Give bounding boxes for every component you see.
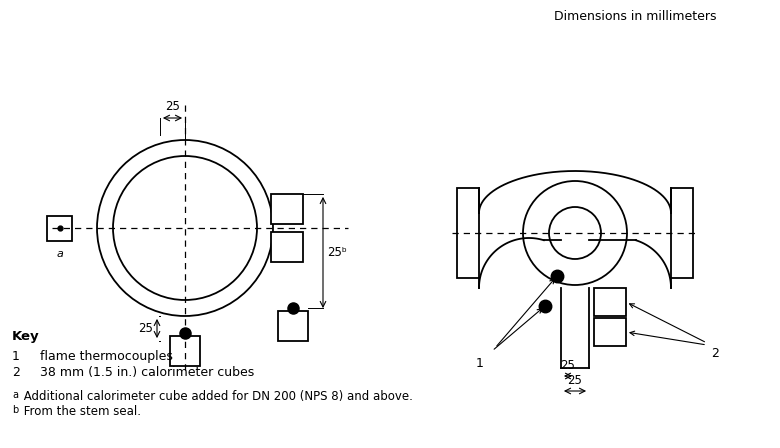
- Polygon shape: [278, 311, 308, 341]
- Text: 25: 25: [561, 359, 576, 372]
- Text: 25ᵇ: 25ᵇ: [327, 246, 347, 259]
- Text: 25: 25: [568, 374, 583, 387]
- Polygon shape: [47, 215, 72, 241]
- Text: Dimensions in millimeters: Dimensions in millimeters: [554, 10, 716, 23]
- Text: a: a: [12, 390, 18, 400]
- Text: From the stem seal.: From the stem seal.: [20, 405, 141, 418]
- Text: 25: 25: [138, 322, 153, 335]
- Text: 1: 1: [12, 350, 20, 363]
- Polygon shape: [457, 188, 479, 278]
- Text: Key: Key: [12, 330, 40, 343]
- Text: flame thermocouples: flame thermocouples: [40, 350, 173, 363]
- Polygon shape: [594, 318, 626, 346]
- Text: 38 mm (1.5 in.) calorimeter cubes: 38 mm (1.5 in.) calorimeter cubes: [40, 366, 254, 379]
- Text: 25: 25: [165, 100, 180, 113]
- Polygon shape: [271, 194, 303, 224]
- Text: 2: 2: [711, 346, 719, 359]
- Text: a: a: [56, 249, 63, 258]
- Polygon shape: [594, 288, 626, 316]
- Polygon shape: [671, 188, 693, 278]
- Polygon shape: [170, 336, 200, 366]
- Text: b: b: [12, 405, 18, 415]
- Text: Additional calorimeter cube added for DN 200 (NPS 8) and above.: Additional calorimeter cube added for DN…: [20, 390, 413, 403]
- Text: 1: 1: [476, 357, 484, 370]
- Text: 2: 2: [12, 366, 20, 379]
- Polygon shape: [271, 232, 303, 262]
